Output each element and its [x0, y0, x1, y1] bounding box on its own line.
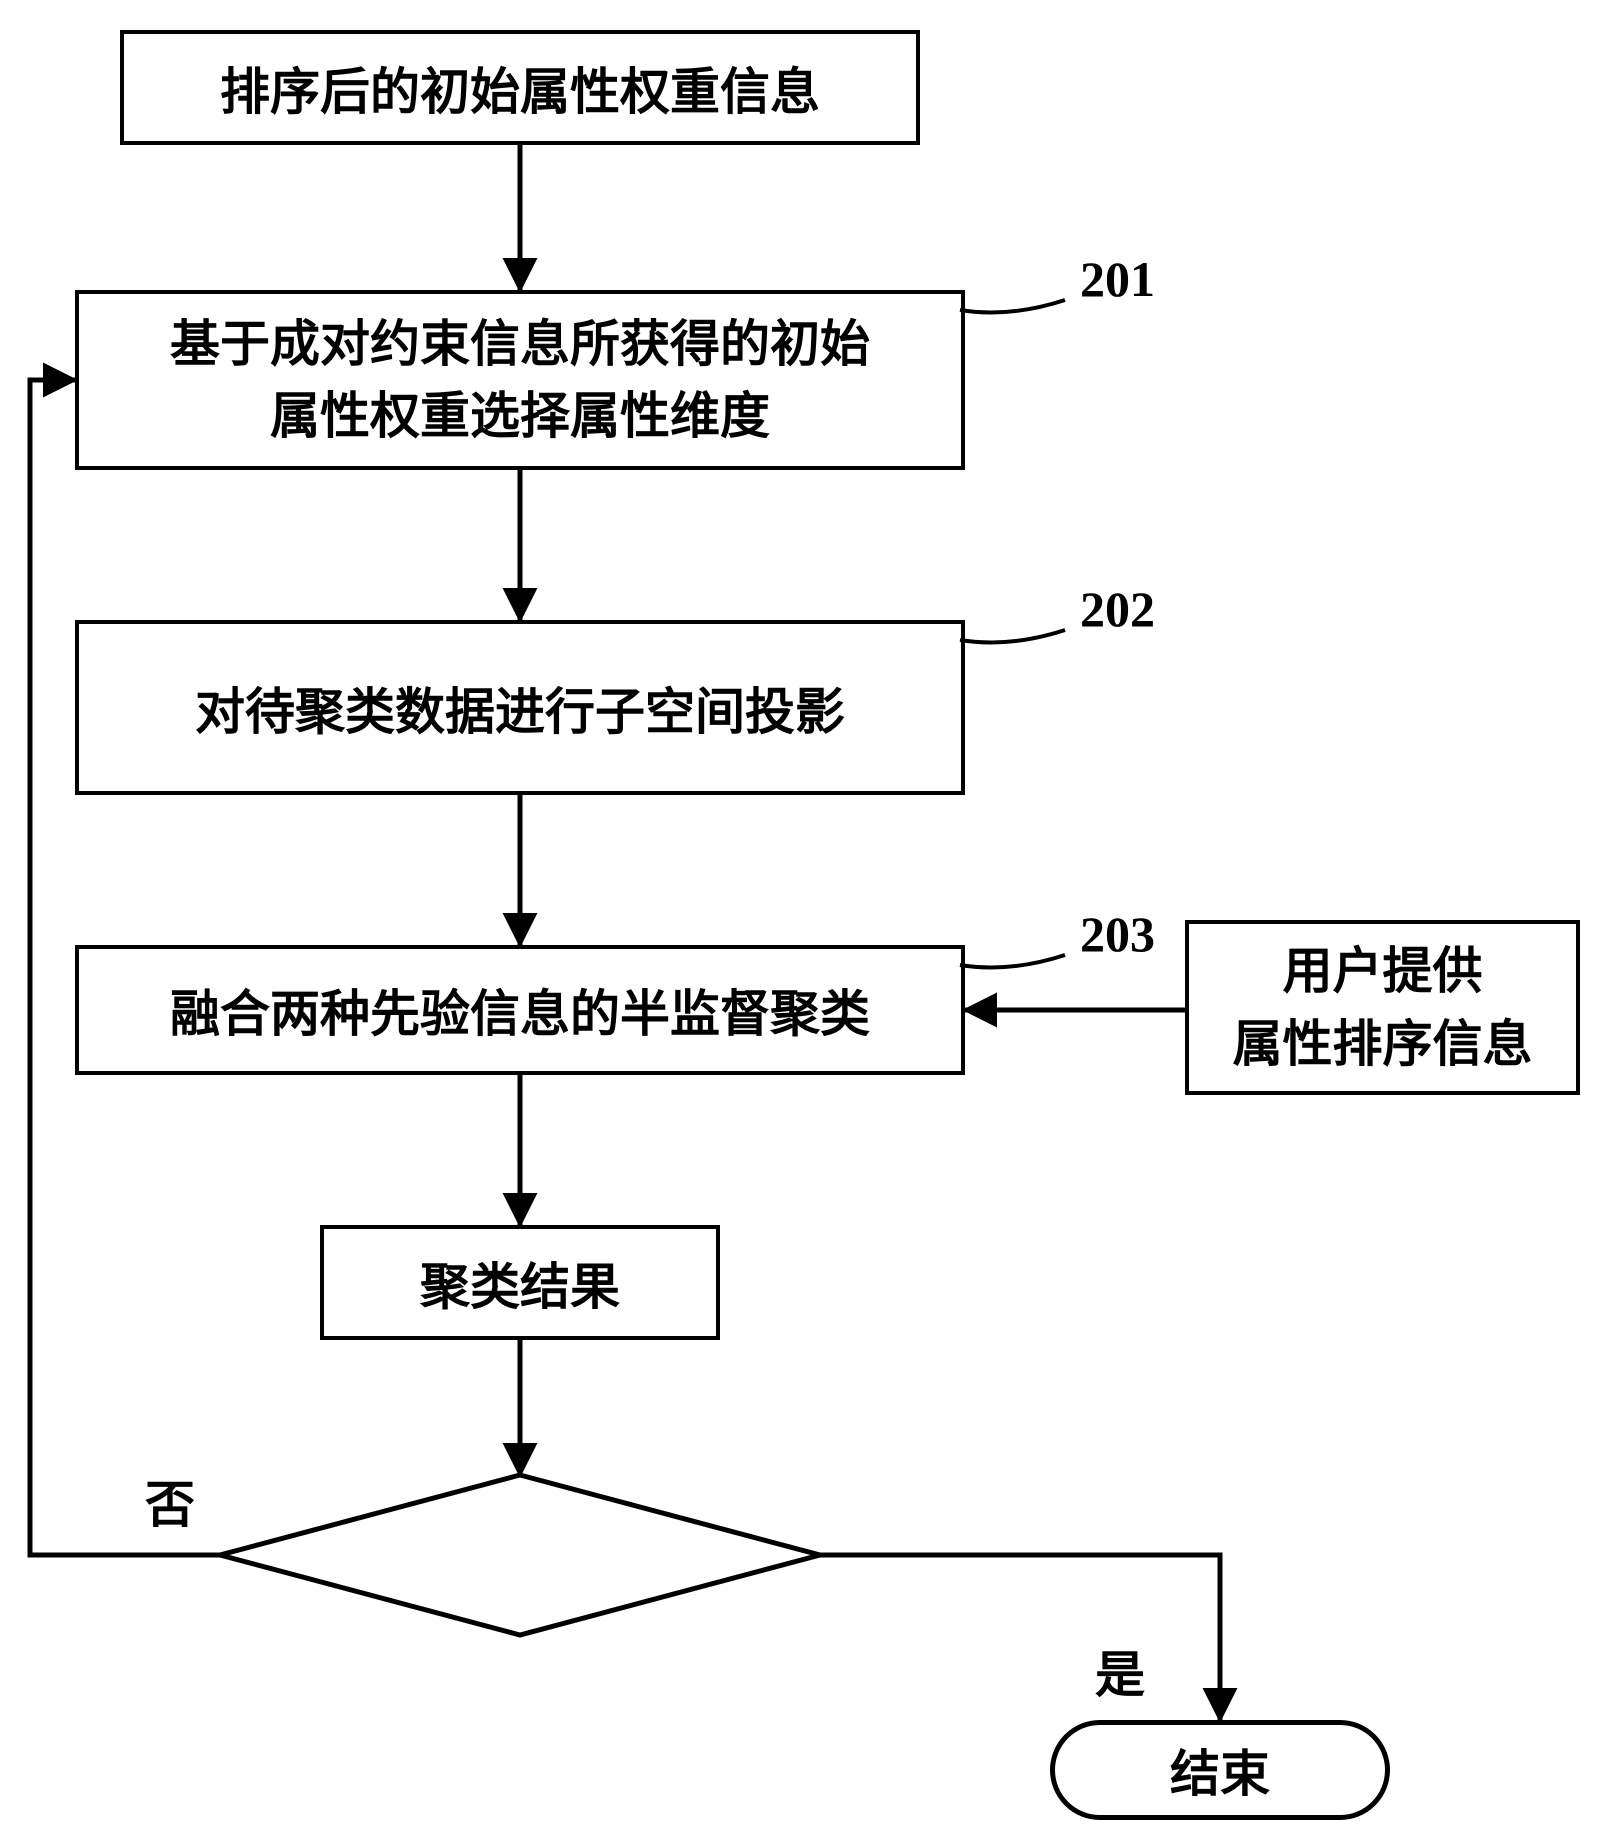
- callout-202: 202: [1080, 580, 1155, 638]
- node-label: 用户提供 属性排序信息: [1233, 935, 1533, 1080]
- node-end: 结束: [1050, 1720, 1390, 1820]
- node-label: 排序后的初始属性权重信息: [220, 52, 820, 124]
- decision-label: 用户是否满意: [220, 1520, 820, 1590]
- node-sorted-initial-weights: 排序后的初始属性权重信息: [120, 30, 920, 145]
- node-label: 结束: [1170, 1734, 1270, 1806]
- node-label: 融合两种先验信息的半监督聚类: [170, 974, 870, 1046]
- edge-label-yes: 是: [1095, 1635, 1145, 1707]
- node-label: 基于成对约束信息所获得的初始 属性权重选择属性维度: [170, 308, 870, 453]
- node-semi-supervised-clustering: 融合两种先验信息的半监督聚类: [75, 945, 965, 1075]
- edge-label-no: 否: [145, 1465, 195, 1537]
- node-subspace-projection: 对待聚类数据进行子空间投影: [75, 620, 965, 795]
- callout-201: 201: [1080, 250, 1155, 308]
- node-user-provides-ordering: 用户提供 属性排序信息: [1185, 920, 1580, 1095]
- flowchart-canvas: 排序后的初始属性权重信息 基于成对约束信息所获得的初始 属性权重选择属性维度 对…: [0, 0, 1613, 1836]
- node-label: 聚类结果: [420, 1247, 620, 1319]
- node-cluster-result: 聚类结果: [320, 1225, 720, 1340]
- node-label: 对待聚类数据进行子空间投影: [195, 672, 845, 744]
- node-select-attr-dimension: 基于成对约束信息所获得的初始 属性权重选择属性维度: [75, 290, 965, 470]
- callout-203: 203: [1080, 905, 1155, 963]
